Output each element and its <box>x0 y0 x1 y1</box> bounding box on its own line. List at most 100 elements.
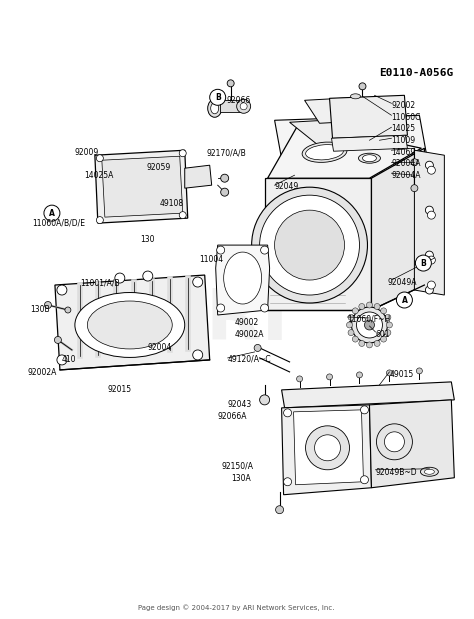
Polygon shape <box>185 165 212 188</box>
Polygon shape <box>369 400 455 488</box>
Circle shape <box>416 368 422 374</box>
Circle shape <box>65 307 71 313</box>
Circle shape <box>217 246 225 254</box>
Text: 11001/A/B: 11001/A/B <box>80 278 119 287</box>
Circle shape <box>315 435 340 461</box>
Text: 92009: 92009 <box>75 148 99 157</box>
Circle shape <box>385 330 391 335</box>
Circle shape <box>261 304 269 312</box>
Circle shape <box>55 337 62 344</box>
Circle shape <box>193 277 203 287</box>
Circle shape <box>385 314 391 320</box>
Polygon shape <box>95 150 188 223</box>
Ellipse shape <box>420 467 438 476</box>
Text: 92059: 92059 <box>147 163 171 172</box>
Circle shape <box>381 336 387 342</box>
Polygon shape <box>331 136 408 151</box>
Circle shape <box>260 395 270 405</box>
Circle shape <box>366 342 373 348</box>
Circle shape <box>57 285 67 295</box>
Circle shape <box>352 308 358 314</box>
Circle shape <box>306 426 349 470</box>
Circle shape <box>396 292 412 308</box>
Circle shape <box>348 330 354 335</box>
Polygon shape <box>293 410 364 485</box>
Text: 49002: 49002 <box>235 318 259 327</box>
Circle shape <box>428 256 436 264</box>
Circle shape <box>425 161 433 169</box>
Circle shape <box>252 187 367 303</box>
Circle shape <box>428 281 436 289</box>
Text: 92002A: 92002A <box>28 368 57 377</box>
Circle shape <box>274 210 345 280</box>
Circle shape <box>374 340 380 347</box>
Text: B: B <box>420 259 426 267</box>
Circle shape <box>283 478 292 486</box>
Circle shape <box>327 374 333 380</box>
Circle shape <box>356 372 363 378</box>
Ellipse shape <box>208 99 222 117</box>
Circle shape <box>356 312 383 338</box>
Text: 130: 130 <box>140 235 155 244</box>
Circle shape <box>221 174 228 182</box>
Circle shape <box>386 370 392 376</box>
Circle shape <box>361 406 368 414</box>
Text: 11004: 11004 <box>199 255 223 264</box>
Circle shape <box>425 286 433 294</box>
Ellipse shape <box>358 154 381 163</box>
Circle shape <box>352 336 358 342</box>
Circle shape <box>359 303 365 310</box>
Polygon shape <box>264 178 372 310</box>
Circle shape <box>261 246 269 254</box>
Text: 14069: 14069 <box>392 148 416 157</box>
Text: 92170/A/B: 92170/A/B <box>207 148 246 157</box>
Ellipse shape <box>350 94 361 99</box>
Ellipse shape <box>75 293 185 357</box>
Text: 92066: 92066 <box>227 97 251 105</box>
Ellipse shape <box>87 301 172 349</box>
Polygon shape <box>55 275 210 370</box>
Text: A: A <box>49 209 55 218</box>
Text: 11060C: 11060C <box>392 113 421 123</box>
Circle shape <box>260 195 359 295</box>
Circle shape <box>376 424 412 460</box>
Text: 49015: 49015 <box>390 370 414 379</box>
Circle shape <box>240 103 247 110</box>
Circle shape <box>428 167 436 174</box>
Circle shape <box>115 273 125 283</box>
Ellipse shape <box>424 469 434 474</box>
Text: 49002A: 49002A <box>235 330 264 339</box>
Circle shape <box>366 302 373 308</box>
Circle shape <box>425 251 433 259</box>
Polygon shape <box>102 156 183 217</box>
Circle shape <box>361 476 368 483</box>
Text: 92049: 92049 <box>274 182 299 191</box>
Circle shape <box>275 506 283 514</box>
Text: B: B <box>215 93 220 102</box>
Text: 49108: 49108 <box>160 199 184 208</box>
Polygon shape <box>414 150 444 295</box>
Circle shape <box>348 314 354 320</box>
Text: 410: 410 <box>62 355 76 364</box>
Circle shape <box>415 255 431 271</box>
Circle shape <box>359 340 365 347</box>
Text: ARI: ARI <box>150 285 289 355</box>
Text: 92004A: 92004A <box>392 171 421 180</box>
Polygon shape <box>216 245 270 315</box>
Circle shape <box>45 301 51 308</box>
Ellipse shape <box>211 103 219 114</box>
Text: 92066A: 92066A <box>218 412 247 421</box>
Circle shape <box>374 303 380 310</box>
Circle shape <box>346 322 353 328</box>
Circle shape <box>386 322 392 328</box>
Circle shape <box>96 155 103 162</box>
Circle shape <box>44 205 60 221</box>
Circle shape <box>411 184 418 192</box>
Ellipse shape <box>224 252 262 304</box>
Text: 92004A: 92004A <box>392 159 421 168</box>
Text: Page design © 2004-2017 by ARI Network Services, Inc.: Page design © 2004-2017 by ARI Network S… <box>138 604 335 611</box>
Polygon shape <box>305 97 374 123</box>
Ellipse shape <box>363 155 376 162</box>
Text: 601: 601 <box>375 330 390 339</box>
Circle shape <box>179 150 186 157</box>
